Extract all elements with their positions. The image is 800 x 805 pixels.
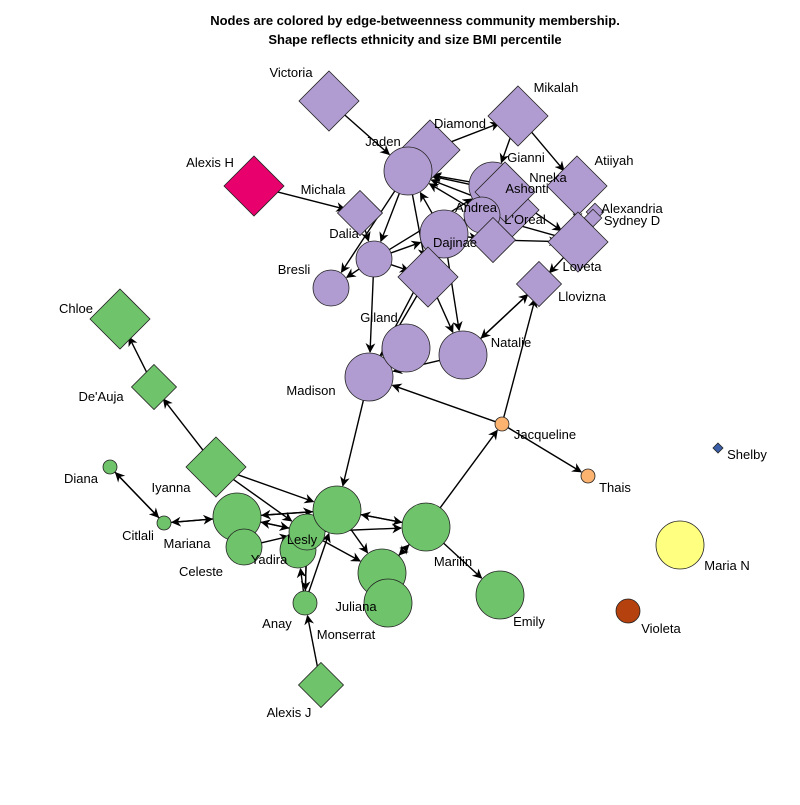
node-label-diamond: Diamond: [434, 116, 486, 131]
node-label-mikalah: Mikalah: [534, 80, 579, 95]
node-label-l-oreal: L'Oreal: [504, 212, 546, 227]
node-label-andrea: Andrea: [455, 200, 498, 215]
node-marilin: [402, 503, 450, 551]
node-label-jaden: Jaden: [365, 134, 400, 149]
node-shelby: [713, 443, 723, 453]
node-alexis-j: [299, 663, 344, 708]
node-label-marilin: Marilin: [434, 554, 472, 569]
node-anay: [293, 591, 317, 615]
edge-marilin-to-monserrat: [362, 515, 403, 523]
node-chloe: [90, 289, 150, 349]
node-label-giland: Giland: [360, 310, 398, 325]
node-diana: [103, 460, 117, 474]
node-monserrat: [313, 486, 361, 534]
node-label-atiiyah: Atiiyah: [594, 153, 633, 168]
edge-jacqueline-to-madison: [393, 385, 496, 421]
node-llovizna: [517, 262, 562, 307]
edge-giland-to-natalie: [436, 295, 453, 333]
node-de-auja: [132, 365, 177, 410]
node-giland2: [382, 324, 430, 372]
node-maria-n: [656, 521, 704, 569]
node-label-michala: Michala: [301, 182, 347, 197]
node-label-natalie: Natalie: [491, 335, 531, 350]
edge-juliana-to-marilin: [399, 545, 409, 556]
node-label-celeste: Celeste: [179, 564, 223, 579]
edge-madison-to-monserrat: [343, 400, 364, 485]
edge-alexis-j-to-anay: [307, 616, 318, 671]
edge-de-auja-to-chloe: [129, 337, 148, 374]
node-label-juliana: Juliana: [335, 599, 377, 614]
node-label-maria-n: Maria N: [704, 558, 750, 573]
node-label-chloe: Chloe: [59, 301, 93, 316]
node-label-emily: Emily: [513, 614, 545, 629]
edge-dalia-to-bresli: [347, 269, 359, 277]
node-jacqueline: [495, 417, 509, 431]
node-label-citlali: Citlali: [122, 528, 154, 543]
node-label-diana: Diana: [64, 471, 99, 486]
node-victoria: [299, 71, 359, 131]
node-label-violeta: Violeta: [641, 621, 681, 636]
edge-iyanna-to-de-auja: [163, 399, 204, 452]
node-label-llovizna: Llovizna: [558, 289, 606, 304]
node-label-alexis-h: Alexis H: [186, 155, 234, 170]
node-label-alexis-j: Alexis J: [267, 705, 312, 720]
edge-anay-to-yadira: [300, 569, 303, 591]
edge-dajinae-to-jaden: [420, 193, 432, 213]
node-label-de-auja: De'Auja: [78, 389, 124, 404]
edge-dalia-to-dajinae: [391, 242, 421, 253]
node-thais: [581, 469, 595, 483]
node-iyanna: [186, 437, 246, 497]
node-label-dajinae: Dajinae: [433, 235, 477, 250]
node-label-thais: Thais: [599, 480, 631, 495]
edge-lesly-to-juliana: [323, 541, 360, 561]
node-label-dalia: Dalia: [329, 226, 359, 241]
node-jaden: [384, 147, 432, 195]
node-label-monserrat: Monserrat: [317, 627, 376, 642]
node-label-madison: Madison: [286, 383, 335, 398]
node-label-lesly: Lesly: [287, 532, 318, 547]
node-dalia: [356, 241, 392, 277]
node-label-bresli: Bresli: [278, 262, 311, 277]
edge-mariana-to-lesly: [260, 522, 288, 528]
node-violeta: [616, 599, 640, 623]
node-citlali: [157, 516, 171, 530]
node-label-yadira: Yadira: [251, 552, 288, 567]
node-label-loveta: Loveta: [562, 259, 602, 274]
node-label-sydney-d: Sydney D: [604, 213, 660, 228]
edge-mariana-to-citlali: [172, 519, 213, 522]
edge-jacqueline-to-llovizna: [504, 299, 535, 417]
node-label-victoria: Victoria: [269, 65, 313, 80]
node-emily: [476, 571, 524, 619]
node-label-ashonti: Ashonti: [505, 181, 548, 196]
edge-marilin-to-jacqueline: [440, 430, 497, 507]
edge-jaden-to-dalia: [381, 193, 400, 241]
edge-llovizna-to-natalie: [481, 294, 528, 338]
node-mikalah: [488, 86, 548, 146]
node-natalie: [439, 331, 487, 379]
title-line-1: Nodes are colored by edge-betweenness co…: [210, 13, 620, 28]
node-label-anay: Anay: [262, 616, 292, 631]
edge-monserrat-to-juliana: [351, 530, 368, 553]
node-label-shelby: Shelby: [727, 447, 767, 462]
node-label-jacqueline: Jacqueline: [514, 427, 576, 442]
node-label-gianni: Gianni: [507, 150, 545, 165]
node-label-mariana: Mariana: [164, 536, 212, 551]
node-bresli: [313, 270, 349, 306]
title-line-2: Shape reflects ethnicity and size BMI pe…: [268, 32, 561, 47]
node-label-iyanna: Iyanna: [151, 480, 191, 495]
